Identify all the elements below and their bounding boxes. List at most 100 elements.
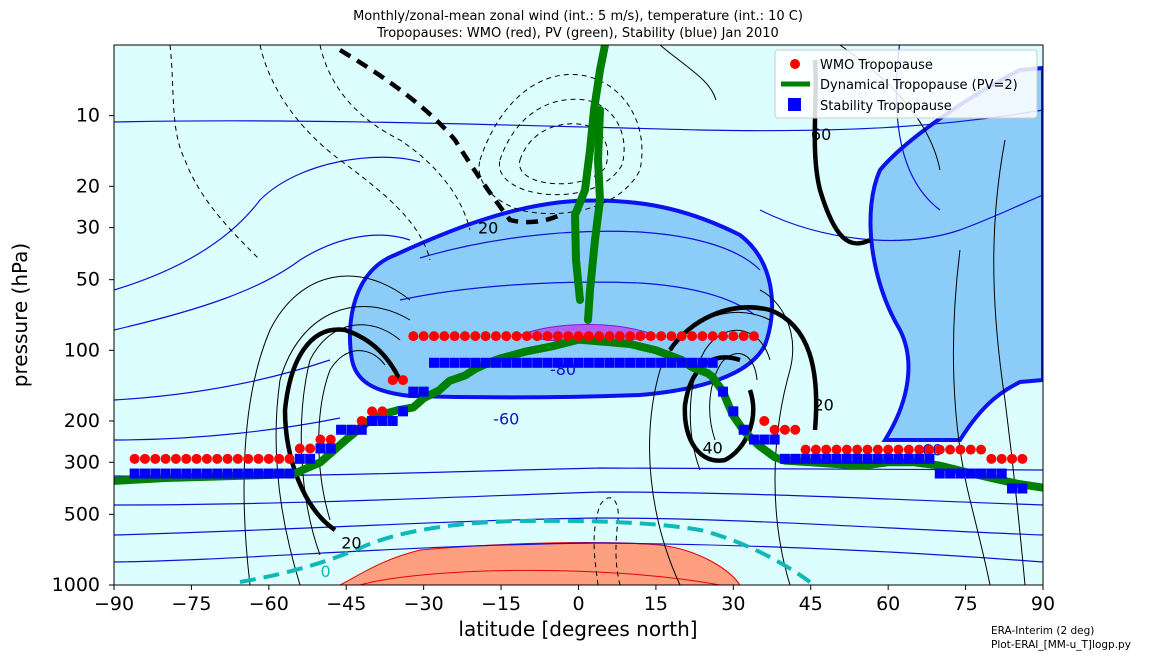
wmo-point — [398, 375, 409, 386]
wind-contour — [275, 306, 411, 585]
temperature-contour — [114, 517, 1043, 536]
wmo-point — [294, 443, 305, 454]
stability-point — [738, 424, 749, 435]
wmo-point — [542, 331, 553, 342]
wmo-point — [377, 406, 388, 417]
stability-point — [893, 453, 904, 464]
wind-contour — [259, 45, 431, 261]
wmo-point — [945, 444, 956, 455]
warm-contour-inner — [359, 569, 721, 585]
wind-contour — [649, 311, 771, 585]
contour-label: 0 — [321, 562, 331, 581]
wmo-point — [356, 415, 367, 426]
stability-point — [398, 406, 409, 417]
wmo-point — [212, 453, 223, 464]
stability-point — [325, 443, 336, 454]
y-tick-label: 300 — [64, 451, 100, 473]
wmo-point — [274, 453, 285, 464]
wmo-point — [170, 453, 181, 464]
wmo-point — [625, 331, 636, 342]
stability-point — [955, 468, 966, 479]
wmo-point — [707, 331, 718, 342]
temperature-contour — [114, 417, 341, 441]
y-tick-label: 1000 — [52, 574, 100, 596]
wmo-point — [614, 331, 625, 342]
wind-contour — [243, 275, 411, 585]
stability-point — [181, 468, 192, 479]
stability-point — [563, 357, 574, 368]
stability-point — [212, 468, 223, 479]
temperature-zero-contour — [239, 518, 812, 584]
y-tick-label: 200 — [64, 410, 100, 432]
contour-label: 20 — [341, 534, 361, 553]
temperature-contour — [759, 194, 1043, 241]
stability-point — [408, 386, 419, 397]
stability-point — [222, 468, 233, 479]
wmo-point — [284, 453, 295, 464]
wmo-point — [552, 331, 563, 342]
wmo-point — [862, 444, 873, 455]
x-tick-label: 75 — [953, 593, 977, 615]
stability-point — [160, 468, 171, 479]
wmo-point — [201, 453, 212, 464]
pv-tropopause-vertical — [571, 45, 609, 304]
wind-zero-contour — [668, 305, 819, 431]
stability-point — [356, 424, 367, 435]
wmo-point — [583, 331, 594, 342]
wmo-point — [810, 444, 821, 455]
stability-point — [976, 468, 987, 479]
x-tick-label: 0 — [572, 593, 584, 615]
wmo-point — [687, 331, 698, 342]
stability-point — [305, 453, 316, 464]
stability-point — [191, 468, 202, 479]
wmo-point — [490, 331, 501, 342]
wmo-point — [748, 331, 759, 342]
stability-point — [759, 434, 770, 445]
stability-point — [779, 453, 790, 464]
x-axis: −90 −75 −60 −45 −30 −15 0 15 30 45 60 75 90 — [94, 585, 1055, 615]
wmo-point — [428, 331, 439, 342]
stability-point — [315, 443, 326, 454]
pv-tropopause-line — [114, 335, 1043, 492]
stability-point — [996, 468, 1007, 479]
wind-zero-contour-dashed — [338, 48, 562, 225]
chart-title: Monthly/zonal-mean zonal wind (int.: 5 m… — [353, 9, 803, 24]
legend-marker-stability — [788, 98, 801, 111]
wmo-point — [181, 453, 192, 464]
stability-point — [914, 453, 925, 464]
contour-label: -60 — [493, 409, 519, 428]
wmo-point — [408, 331, 419, 342]
wmo-point — [883, 444, 894, 455]
wmo-point — [790, 424, 801, 435]
wmo-point — [965, 444, 976, 455]
x-axis-label: latitude [degrees north] — [458, 617, 697, 641]
stability-point — [294, 453, 305, 464]
stability-point — [439, 357, 450, 368]
stability-point — [511, 357, 522, 368]
wind-contour — [519, 123, 609, 185]
wmo-point — [676, 331, 687, 342]
stability-point — [346, 424, 357, 435]
wind-contour — [498, 98, 625, 196]
wind-contour — [709, 353, 758, 441]
wmo-point — [232, 453, 243, 464]
stability-point — [645, 357, 656, 368]
wmo-point — [439, 331, 450, 342]
x-tick-label: −45 — [326, 593, 366, 615]
stability-point — [139, 468, 150, 479]
contour-label: 60 — [811, 125, 831, 144]
temperature-contour — [114, 359, 331, 401]
stability-point — [872, 453, 883, 464]
stability-point — [583, 357, 594, 368]
stability-point — [480, 357, 491, 368]
temperature-contour — [114, 156, 421, 291]
temperature-contour — [114, 109, 1043, 132]
stability-point — [965, 468, 976, 479]
wmo-point — [1007, 453, 1018, 464]
stability-tropopause-points — [129, 357, 1028, 494]
stability-point — [903, 453, 914, 464]
wmo-point — [769, 424, 780, 435]
chart-subtitle: Tropopauses: WMO (red), PV (green), Stab… — [376, 26, 779, 41]
wmo-point — [800, 444, 811, 455]
credit-line-1: ERA-Interim (2 deg) — [991, 625, 1094, 637]
